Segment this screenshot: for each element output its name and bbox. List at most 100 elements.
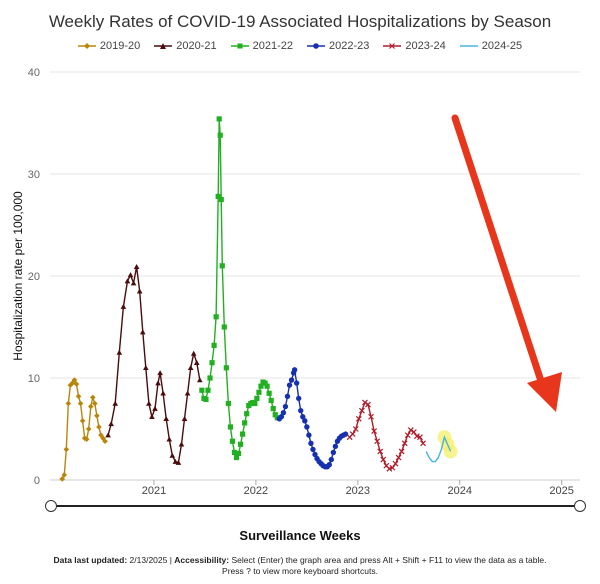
data-point-2021-22: [216, 116, 222, 122]
legend-swatch-icon: [230, 43, 249, 49]
data-point-2022-23: [312, 451, 318, 458]
data-point-2022-23: [308, 440, 314, 446]
data-point-2020-21: [187, 365, 194, 371]
data-point-2020-21: [136, 288, 143, 294]
chart-footer: Data last updated: 2/13/2025 | Accessibi…: [53, 555, 547, 576]
annotation-arrow-head: [527, 372, 562, 412]
data-point-2019-20: [73, 381, 80, 387]
series-line-2020-21: [107, 266, 201, 464]
legend-swatch-icon: [307, 43, 325, 49]
data-point-2019-20: [69, 380, 76, 386]
data-point-2019-20: [85, 426, 92, 432]
data-point-2022-23: [304, 424, 310, 430]
data-point-2023-24: [395, 454, 402, 461]
data-point-2022-23: [326, 462, 332, 468]
data-point-2021-22: [215, 193, 221, 200]
data-point-2020-21: [127, 272, 134, 278]
legend-item-2021-22[interactable]: 2021-22: [230, 40, 293, 52]
data-point-2020-21: [157, 370, 163, 376]
data-point-2023-24: [358, 407, 365, 414]
legend-item-2023-24[interactable]: 2023-24: [383, 40, 446, 52]
data-point-2021-22: [219, 263, 225, 269]
data-point-2022-23: [278, 414, 285, 420]
data-point-2020-21: [163, 416, 169, 422]
legend-item-2022-23[interactable]: 2022-23: [307, 40, 369, 52]
data-point-2019-20: [81, 435, 88, 441]
data-point-2020-21: [149, 413, 155, 419]
data-point-2023-24: [401, 440, 408, 447]
data-point-2021-22: [218, 196, 224, 203]
data-point-2020-21: [116, 349, 123, 355]
data-point-2022-23: [288, 377, 295, 383]
data-point-2020-21: [193, 359, 200, 365]
y-tick-label: 20: [28, 271, 40, 283]
highlight-mark: [443, 444, 458, 459]
legend-label: 2021-22: [252, 40, 293, 52]
data-point-2023-24: [371, 428, 378, 434]
data-point-2021-22: [235, 450, 242, 457]
data-point-2021-22: [217, 132, 223, 138]
data-point-2022-23: [291, 367, 298, 373]
legend-item-2020-21[interactable]: 2020-21: [154, 40, 217, 52]
legend-label: 2023-24: [405, 40, 446, 52]
data-point-2022-23: [302, 418, 308, 424]
y-axis-title: Hospitalization rate per 100,000: [11, 191, 25, 361]
data-point-2022-23: [310, 446, 316, 453]
data-point-2021-22: [244, 411, 250, 417]
data-point-2022-23: [286, 382, 293, 388]
data-point-2019-20: [75, 393, 82, 400]
data-point-2020-21: [143, 365, 149, 371]
series-line-2019-20: [61, 378, 106, 480]
data-point-2019-20: [102, 438, 108, 445]
data-point-2023-24: [362, 399, 368, 406]
date-range-slider-track[interactable]: [50, 505, 580, 507]
data-point-2019-20: [83, 436, 90, 442]
data-point-2019-20: [96, 424, 102, 430]
chart-svg[interactable]: 0 10 20 30 40 Hospitalization rate per 100,00…: [0, 0, 600, 500]
data-point-2021-22: [252, 400, 258, 407]
data-point-2022-23: [295, 395, 302, 402]
legend-item-2019-20[interactable]: 2019-20: [77, 40, 140, 52]
data-point-2020-21: [178, 441, 185, 447]
legend-label: 2024-25: [481, 40, 523, 52]
data-point-2019-20: [65, 400, 72, 407]
data-point-2023-24: [420, 440, 426, 447]
data-point-2023-24: [380, 456, 387, 463]
y-tick-label: 40: [28, 67, 40, 79]
data-point-2023-24: [389, 464, 396, 471]
data-point-2019-20: [92, 400, 98, 407]
chart-legend: 2019-20 2020-21 2021-22 2022-23 2023-24 2024-…: [0, 40, 600, 52]
data-point-2020-21: [139, 329, 146, 335]
x-tick-label: 2021: [142, 485, 166, 497]
x-axis-title: Surveillance Weeks: [239, 528, 361, 543]
data-point-2021-22: [199, 387, 205, 393]
data-point-2020-21: [146, 400, 152, 406]
data-point-2022-23: [342, 431, 349, 437]
data-point-2021-22: [229, 438, 236, 444]
data-point-2019-20: [61, 472, 68, 478]
data-point-2021-22: [221, 324, 227, 330]
data-point-2019-20: [87, 403, 94, 410]
data-point-2023-24: [392, 460, 399, 467]
data-point-2019-20: [63, 446, 70, 453]
legend-swatch-icon: [459, 45, 478, 47]
data-point-2019-20: [77, 400, 84, 407]
data-point-2020-21: [166, 436, 173, 442]
legend-label: 2020-21: [176, 40, 217, 52]
legend-swatch-icon: [383, 43, 402, 49]
legend-item-2024-25[interactable]: 2024-25: [459, 40, 523, 52]
data-point-2020-21: [133, 264, 140, 270]
data-point-2023-24: [398, 448, 405, 455]
data-point-2020-21: [130, 280, 137, 286]
date-range-slider-end-handle[interactable]: [574, 500, 586, 512]
legend-swatch-icon: [77, 43, 96, 49]
data-point-2019-20: [100, 435, 106, 441]
data-point-2021-22: [213, 314, 219, 320]
date-range-slider-start-handle[interactable]: [45, 500, 57, 512]
series-line-2022-23: [278, 369, 346, 468]
data-point-2021-22: [264, 383, 270, 389]
data-point-2020-21: [108, 421, 114, 427]
x-tick-label: 2025: [549, 485, 573, 497]
data-point-2021-22: [256, 389, 262, 395]
x-tick-label: 2022: [244, 485, 268, 497]
